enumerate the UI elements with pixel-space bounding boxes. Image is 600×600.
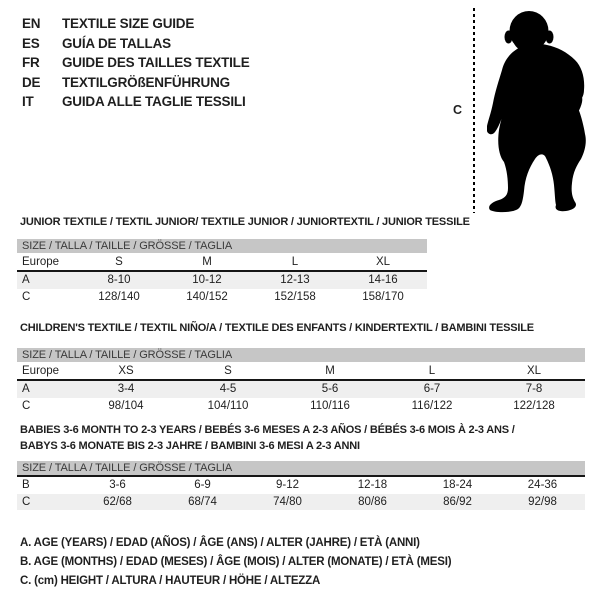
value-cell: 24-36	[527, 479, 558, 492]
language-label: GUIDA ALLE TAGLIE TESSILI	[62, 94, 246, 110]
row-label: C	[22, 399, 31, 412]
children-size-table: SIZE / TALLA / TAILLE / GRÖSSE / TAGLIA …	[17, 348, 585, 414]
language-row-es: ES GUÍA DE TALLAS	[22, 34, 250, 54]
table-separator-line	[17, 379, 585, 381]
size-cell: M	[325, 364, 335, 377]
table-row-age: A 3-4 4-5 5-6 6-7 7-8	[17, 381, 585, 398]
language-row-fr: FR GUIDE DES TAILLES TEXTILE	[22, 53, 250, 73]
size-header-bar: SIZE / TALLA / TAILLE / GRÖSSE / TAGLIA	[17, 348, 585, 362]
value-cell: 140/152	[186, 290, 228, 303]
size-cell: L	[428, 364, 436, 377]
value-cell: 158/170	[362, 290, 404, 303]
value-cell: 14-16	[368, 274, 398, 287]
language-row-de: DE TEXTILGRÖßENFÜHRUNG	[22, 73, 250, 93]
baby-body	[487, 43, 586, 213]
language-row-en: EN TEXTILE SIZE GUIDE	[22, 14, 250, 34]
size-cell: M	[202, 255, 212, 268]
row-label: C	[22, 290, 31, 303]
language-code: DE	[22, 74, 41, 90]
table-row-age: A 8-10 10-12 12-13 14-16	[17, 272, 427, 289]
value-cell: 62/68	[103, 495, 132, 508]
size-cell: L	[291, 255, 299, 268]
table-row-height: C 62/68 68/74 74/80 80/86 86/92 92/98	[17, 493, 585, 510]
language-row-it: IT GUIDA ALLE TAGLIE TESSILI	[22, 92, 250, 112]
value-cell: 6-7	[423, 383, 441, 396]
value-cell: 5-6	[321, 383, 339, 396]
value-cell: 110/116	[310, 399, 350, 412]
value-cell: 98/104	[108, 399, 144, 412]
value-cell: 7-8	[525, 383, 543, 396]
row-label: A	[22, 274, 30, 287]
size-row: Europe XS S M L XL	[17, 362, 585, 379]
row-label: C	[22, 495, 31, 508]
table-separator-line	[17, 475, 585, 477]
value-cell: 12-13	[280, 274, 310, 287]
language-label: GUIDE DES TAILLES TEXTILE	[62, 55, 250, 71]
value-cell: 3-4	[117, 383, 135, 396]
row-label: Europe	[22, 255, 60, 268]
legend-line-c: C. (cm) HEIGHT / ALTURA / HAUTEUR / HÖHE…	[20, 574, 321, 587]
table-row-height: C 98/104 104/110 110/116 116/122 122/128	[17, 398, 585, 415]
junior-section-title: JUNIOR TEXTILE / TEXTIL JUNIOR/ TEXTILE …	[20, 216, 470, 228]
size-cell: S	[115, 255, 123, 268]
size-header-bar: SIZE / TALLA / TAILLE / GRÖSSE / TAGLIA	[17, 239, 427, 253]
size-row: Europe S M L XL	[17, 253, 427, 270]
table-row-height: C 128/140 140/152 152/158 158/170	[17, 289, 427, 306]
size-header-bar: SIZE / TALLA / TAILLE / GRÖSSE / TAGLIA	[17, 461, 585, 475]
row-label: B	[22, 479, 30, 492]
measurement-legend: A. AGE (YEARS) / EDAD (AÑOS) / ÂGE (ANS)…	[20, 534, 452, 590]
value-cell: 92/98	[528, 495, 557, 508]
value-cell: 9-12	[275, 479, 300, 492]
baby-ear-left	[504, 30, 513, 44]
language-code: IT	[22, 94, 34, 110]
height-measure-label: C	[453, 103, 463, 117]
row-label: Europe	[22, 364, 60, 377]
value-cell: 74/80	[273, 495, 302, 508]
babies-section-title-line2: BABYS 3-6 MONATE BIS 2-3 JAHRE / BAMBINI…	[20, 439, 360, 452]
language-code: EN	[22, 16, 41, 31]
babies-section-title: BABIES 3-6 MONTH TO 2-3 YEARS / BEBÉS 3-…	[20, 423, 515, 454]
value-cell: 80/86	[358, 495, 387, 508]
baby-ear-right	[545, 30, 554, 44]
children-section-title: CHILDREN'S TEXTILE / TEXTIL NIÑO/A / TEX…	[20, 322, 534, 334]
language-list: EN TEXTILE SIZE GUIDE ES GUÍA DE TALLAS …	[22, 14, 250, 112]
baby-silhouette-image	[487, 11, 586, 213]
value-cell: 12-18	[357, 479, 388, 492]
junior-size-table: SIZE / TALLA / TAILLE / GRÖSSE / TAGLIA …	[17, 239, 427, 305]
value-cell: 6-9	[194, 479, 211, 492]
value-cell: 122/128	[513, 399, 555, 412]
value-cell: 68/74	[188, 495, 217, 508]
language-code: ES	[22, 35, 40, 51]
babies-section-title-line1: BABIES 3-6 MONTH TO 2-3 YEARS / BEBÉS 3-…	[20, 424, 515, 436]
value-cell: 3-6	[109, 479, 126, 492]
value-cell: 4-5	[219, 383, 237, 396]
baby-forearm	[563, 95, 583, 125]
value-cell: 8-10	[107, 274, 131, 287]
language-code: FR	[22, 55, 40, 71]
value-cell: 128/140	[98, 290, 140, 303]
language-label: GUÍA DE TALLAS	[62, 35, 171, 51]
language-label: TEXTILE SIZE GUIDE	[62, 16, 195, 31]
language-label: TEXTILGRÖßENFÜHRUNG	[62, 74, 230, 90]
value-cell: 104/110	[207, 399, 249, 412]
table-separator-line	[17, 270, 427, 272]
row-label: A	[22, 383, 30, 396]
babies-size-table: SIZE / TALLA / TAILLE / GRÖSSE / TAGLIA …	[17, 461, 585, 510]
height-dotted-line	[473, 8, 475, 213]
value-cell: 86/92	[443, 495, 472, 508]
size-cell: XS	[118, 364, 134, 377]
value-cell: 116/122	[411, 399, 453, 412]
value-cell: 18-24	[442, 479, 473, 492]
size-cell: S	[224, 364, 232, 377]
table-row-age-months: B 3-6 6-9 9-12 12-18 18-24 24-36	[17, 477, 585, 494]
size-cell: XL	[526, 364, 542, 377]
legend-line-a: A. AGE (YEARS) / EDAD (AÑOS) / ÂGE (ANS)…	[20, 537, 420, 549]
size-cell: XL	[375, 255, 391, 268]
legend-line-b: B. AGE (MONTHS) / EDAD (MESES) / ÂGE (MO…	[20, 555, 452, 568]
value-cell: 10-12	[192, 274, 222, 287]
value-cell: 152/158	[274, 290, 316, 303]
